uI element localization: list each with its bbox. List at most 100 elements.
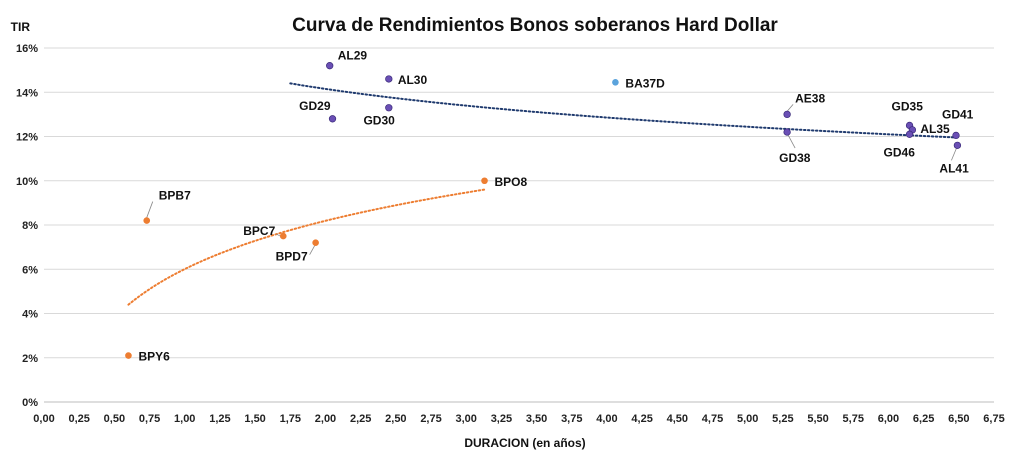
x-tick-label: 1,50: [244, 413, 265, 425]
x-tick-label: 2,25: [350, 413, 371, 425]
x-tick-label: 1,00: [174, 413, 195, 425]
data-point: BPB7: [143, 189, 191, 224]
point-label: AE38: [795, 91, 825, 105]
point-marker: [385, 104, 393, 112]
data-points: AL29 AL30 GD29 GD30 AE38 GD38 GD35 AL35 GD46 GD41…: [125, 49, 974, 364]
x-tick-label: 6,25: [913, 413, 934, 425]
x-tick-label: 3,75: [561, 413, 582, 425]
leader-line: [787, 134, 796, 149]
x-tick-label: 4,50: [667, 413, 688, 425]
y-tick-label: 12%: [16, 132, 38, 144]
x-tick-label: 3,00: [456, 413, 477, 425]
point-label: GD30: [363, 114, 395, 128]
chart-title: Curva de Rendimientos Bonos soberanos Ha…: [292, 15, 778, 36]
data-point: GD38: [779, 128, 811, 165]
leader-line: [309, 245, 315, 255]
point-marker: [612, 78, 619, 86]
x-tick-label: 4,75: [702, 413, 723, 425]
x-tick-label: 2,50: [385, 413, 406, 425]
data-point: GD35: [892, 99, 924, 130]
data-point: AL35: [908, 122, 950, 136]
point-label: GD35: [892, 99, 924, 113]
point-marker: [143, 217, 151, 224]
point-label: GD29: [299, 99, 331, 113]
x-tick-label: 5,00: [737, 413, 758, 425]
y-tick-label: 14%: [16, 87, 38, 99]
data-point: BPY6: [125, 350, 170, 364]
x-tick-label: 0,50: [104, 413, 125, 425]
point-label: BA37D: [625, 76, 665, 90]
x-tick-label: 3,25: [491, 413, 512, 425]
point-label: GD38: [779, 151, 811, 165]
point-label: AL35: [920, 122, 950, 136]
y-tick-label: 0%: [22, 397, 38, 409]
x-tick-label: 5,75: [843, 413, 864, 425]
point-label: AL29: [338, 49, 368, 63]
y-tick-label: 4%: [22, 309, 38, 321]
point-marker: [328, 115, 337, 123]
data-point: BPO8: [481, 175, 528, 189]
point-label: BPO8: [495, 175, 528, 189]
x-tick-label: 0,75: [139, 413, 160, 425]
data-point: BPD7: [276, 239, 319, 264]
leader-line: [951, 148, 957, 161]
point-label: BPD7: [276, 250, 308, 264]
leader-line: [786, 104, 794, 112]
point-marker: [481, 177, 488, 185]
gridlines: [44, 47, 994, 403]
data-point: AL41: [939, 141, 969, 175]
point-marker: [279, 232, 287, 240]
point-label: GD46: [884, 145, 916, 159]
point-label: AL30: [398, 73, 428, 87]
x-tick-label: 1,25: [209, 413, 230, 425]
x-tick-label: 2,75: [420, 413, 441, 425]
trendline: [289, 82, 960, 139]
x-tick-label: 4,25: [631, 413, 652, 425]
leader-line: [276, 233, 281, 237]
y-tick-label: 16%: [16, 43, 38, 55]
point-marker: [312, 239, 319, 246]
x-tick-label: 6,50: [948, 413, 969, 425]
y-tick-label: 6%: [22, 264, 38, 276]
point-label: BPY6: [138, 350, 170, 364]
point-label: BPB7: [159, 189, 191, 203]
point-label: GD41: [942, 107, 974, 121]
x-tick-label: 6,75: [983, 413, 1004, 425]
data-point: BPC7: [243, 224, 287, 240]
data-point: GD29: [299, 99, 337, 123]
point-marker: [385, 75, 393, 83]
trendlines: [127, 82, 960, 306]
y-axis-title: TIR: [11, 20, 31, 34]
x-axis-title: DURACION (en años): [464, 436, 585, 450]
point-marker: [783, 110, 791, 119]
x-tick-label: 3,50: [526, 413, 547, 425]
y-tick-label: 2%: [22, 353, 38, 365]
point-marker: [125, 352, 132, 359]
x-tick-label: 5,25: [772, 413, 793, 425]
x-tick-label: 6,00: [878, 413, 899, 425]
x-tick-label: 2,00: [315, 413, 336, 425]
point-marker: [952, 131, 960, 140]
trendline: [127, 188, 486, 306]
point-marker: [783, 128, 791, 136]
data-point: BA37D: [612, 76, 665, 90]
point-marker: [326, 62, 334, 70]
x-tick-label: 5,50: [807, 413, 828, 425]
data-point: GD46: [884, 130, 916, 159]
point-label: AL41: [939, 161, 969, 175]
data-point: AE38: [783, 91, 825, 119]
data-point: AL29: [326, 49, 368, 70]
tick-labels: 0% 2% 4% 6% 8% 10% 12% 14% 16% 0,00 0,25 0,50 0,75 1,…: [16, 43, 1005, 425]
x-tick-label: 4,00: [596, 413, 617, 425]
leader-line: [146, 201, 154, 218]
x-tick-label: 0,00: [33, 413, 54, 425]
data-point: AL30: [385, 73, 428, 87]
point-marker: [905, 130, 914, 138]
point-marker: [953, 141, 962, 150]
y-tick-label: 10%: [16, 176, 38, 188]
y-tick-label: 8%: [22, 220, 38, 232]
point-label: BPC7: [243, 224, 275, 238]
data-point: GD41: [942, 107, 974, 140]
x-tick-label: 1,75: [280, 413, 301, 425]
